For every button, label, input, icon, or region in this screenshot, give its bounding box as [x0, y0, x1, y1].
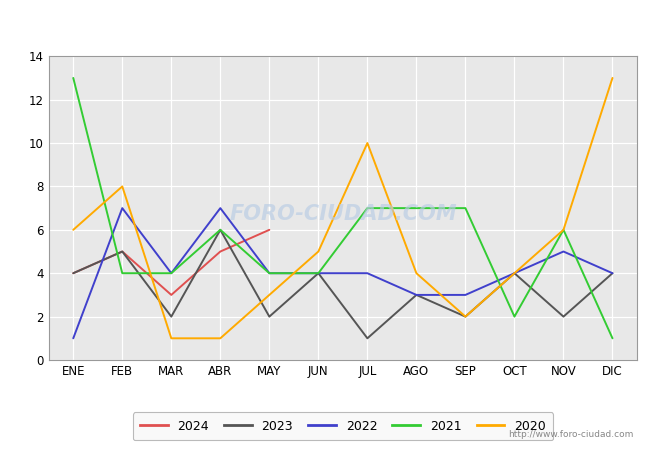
Legend: 2024, 2023, 2022, 2021, 2020: 2024, 2023, 2022, 2021, 2020	[133, 412, 553, 440]
Text: Matriculaciones de Vehiculos en Oria: Matriculaciones de Vehiculos en Oria	[164, 14, 486, 33]
Text: http://www.foro-ciudad.com: http://www.foro-ciudad.com	[508, 430, 634, 439]
Text: FORO-CIUDAD.COM: FORO-CIUDAD.COM	[229, 204, 457, 224]
